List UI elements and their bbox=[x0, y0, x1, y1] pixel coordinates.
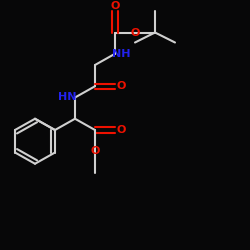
Text: O: O bbox=[116, 81, 126, 91]
Text: HN: HN bbox=[58, 92, 77, 102]
Text: NH: NH bbox=[112, 49, 130, 59]
Text: O: O bbox=[130, 28, 140, 38]
Text: O: O bbox=[116, 125, 126, 135]
Text: O: O bbox=[110, 1, 120, 11]
Text: O: O bbox=[90, 146, 100, 156]
